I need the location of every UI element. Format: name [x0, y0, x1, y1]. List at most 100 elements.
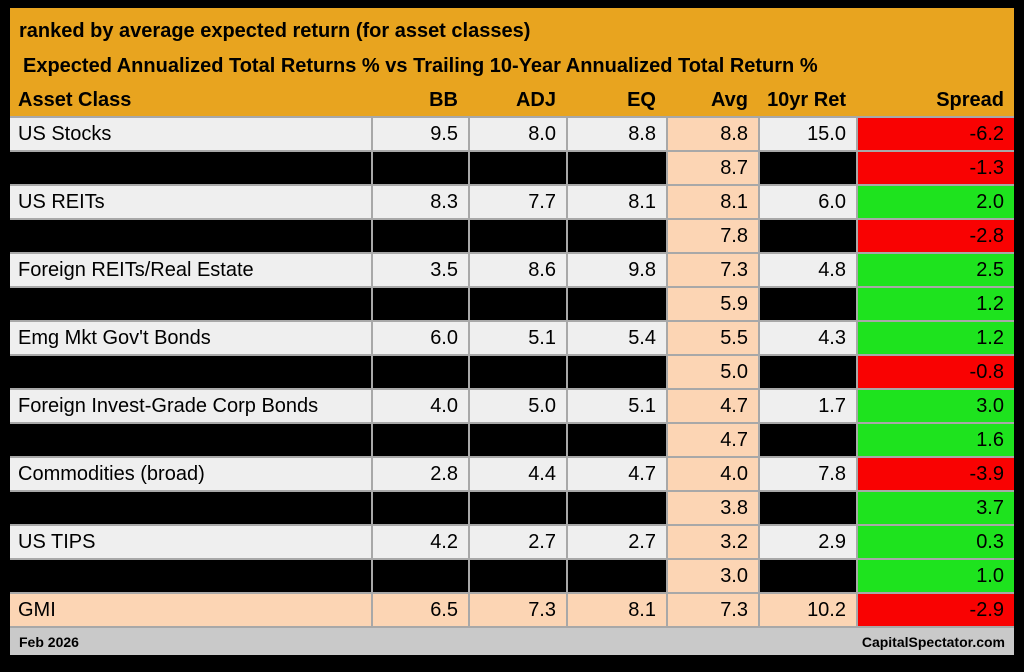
cell-adj: 5.0 [470, 390, 566, 422]
cell-ten-yr-ret [760, 288, 856, 320]
column-header-row: Asset Class BB ADJ EQ Avg 10yr Ret Sprea… [10, 84, 1014, 116]
footer-date: Feb 2026 [19, 633, 79, 650]
cell-eq [568, 152, 666, 184]
cell-ten-yr-ret [760, 356, 856, 388]
cell-spread: 1.0 [858, 560, 1014, 592]
cell-adj [470, 288, 566, 320]
page-subtitle: Expected Annualized Total Returns % vs T… [23, 55, 818, 77]
cell-spread: 1.6 [858, 424, 1014, 456]
column-header-spread: Spread [936, 89, 1004, 111]
cell-bb [373, 288, 468, 320]
cell-bb [373, 356, 468, 388]
column-header-bb: BB [429, 89, 458, 111]
cell-ten-yr-ret: 15.0 [760, 118, 856, 150]
cell-spread: 3.0 [858, 390, 1014, 422]
cell-avg: 5.0 [668, 356, 758, 388]
cell-ten-yr-ret: 10.2 [760, 594, 856, 626]
cell-bb: 8.3 [373, 186, 468, 218]
cell-adj: 5.1 [470, 322, 566, 354]
cell-bb: 3.5 [373, 254, 468, 286]
cell-spread: -6.2 [858, 118, 1014, 150]
cell-ten-yr-ret: 2.9 [760, 526, 856, 558]
footer-bar: Feb 2026 CapitalSpectator.com [10, 628, 1014, 655]
cell-ten-yr-ret: 1.7 [760, 390, 856, 422]
column-header-adj: ADJ [515, 89, 556, 111]
cell-asset-class: US REITs [10, 186, 371, 218]
cell-avg: 7.3 [668, 594, 758, 626]
cell-ten-yr-ret: 4.3 [760, 322, 856, 354]
column-header-eq: EQ [627, 89, 656, 111]
cell-ten-yr-ret [760, 152, 856, 184]
cell-eq: 5.4 [568, 322, 666, 354]
cell-asset-class: Commodities (broad) [10, 458, 371, 490]
cell-avg: 7.8 [668, 220, 758, 252]
cell-avg: 5.9 [668, 288, 758, 320]
cell-spread: -1.3 [858, 152, 1014, 184]
cell-avg: 5.5 [668, 322, 758, 354]
cell-spread: 1.2 [858, 322, 1014, 354]
cell-eq: 8.1 [568, 594, 666, 626]
cell-ten-yr-ret [760, 424, 856, 456]
cell-adj [470, 356, 566, 388]
cell-ten-yr-ret: 7.8 [760, 458, 856, 490]
report-panel: ranked by average expected return (for a… [10, 8, 1014, 655]
cell-avg: 8.8 [668, 118, 758, 150]
cell-avg: 4.0 [668, 458, 758, 490]
cell-avg: 3.0 [668, 560, 758, 592]
cell-avg: 3.2 [668, 526, 758, 558]
cell-spread: 1.2 [858, 288, 1014, 320]
cell-adj: 8.6 [470, 254, 566, 286]
column-header-avg: Avg [710, 89, 748, 111]
cell-bb: 4.2 [373, 526, 468, 558]
cell-eq [568, 288, 666, 320]
cell-eq [568, 356, 666, 388]
cell-spread: -0.8 [858, 356, 1014, 388]
cell-bb: 9.5 [373, 118, 468, 150]
cell-asset-class [10, 220, 371, 252]
cell-bb [373, 424, 468, 456]
cell-asset-class [10, 356, 371, 388]
cell-ten-yr-ret [760, 560, 856, 592]
cell-ten-yr-ret: 4.8 [760, 254, 856, 286]
cell-spread: 2.0 [858, 186, 1014, 218]
cell-spread: -2.8 [858, 220, 1014, 252]
cell-eq: 8.8 [568, 118, 666, 150]
cell-asset-class [10, 288, 371, 320]
cell-avg: 8.7 [668, 152, 758, 184]
cell-bb [373, 492, 468, 524]
cell-avg: 4.7 [668, 390, 758, 422]
cell-eq: 4.7 [568, 458, 666, 490]
cell-asset-class [10, 492, 371, 524]
cell-asset-class: Foreign Invest-Grade Corp Bonds [10, 390, 371, 422]
cell-ten-yr-ret [760, 220, 856, 252]
cell-eq [568, 492, 666, 524]
cell-eq: 8.1 [568, 186, 666, 218]
cell-asset-class [10, 152, 371, 184]
cell-bb: 4.0 [373, 390, 468, 422]
cell-adj: 2.7 [470, 526, 566, 558]
cell-eq: 5.1 [568, 390, 666, 422]
cell-spread: 2.5 [858, 254, 1014, 286]
cell-bb [373, 560, 468, 592]
cell-adj: 4.4 [470, 458, 566, 490]
cell-adj [470, 220, 566, 252]
cell-bb [373, 220, 468, 252]
cell-adj [470, 152, 566, 184]
cell-adj: 7.7 [470, 186, 566, 218]
page-title: ranked by average expected return (for a… [19, 20, 531, 42]
cell-bb: 6.0 [373, 322, 468, 354]
cell-adj [470, 492, 566, 524]
cell-avg: 3.8 [668, 492, 758, 524]
cell-asset-class: GMI [10, 594, 371, 626]
column-header-10yr-ret: 10yr Ret [767, 89, 846, 111]
cell-ten-yr-ret: 6.0 [760, 186, 856, 218]
cell-eq [568, 220, 666, 252]
cell-avg: 4.7 [668, 424, 758, 456]
gold-header: ranked by average expected return (for a… [10, 8, 1014, 116]
cell-eq: 9.8 [568, 254, 666, 286]
cell-adj: 8.0 [470, 118, 566, 150]
cell-eq: 2.7 [568, 526, 666, 558]
cell-adj: 7.3 [470, 594, 566, 626]
cell-eq [568, 424, 666, 456]
cell-bb: 2.8 [373, 458, 468, 490]
